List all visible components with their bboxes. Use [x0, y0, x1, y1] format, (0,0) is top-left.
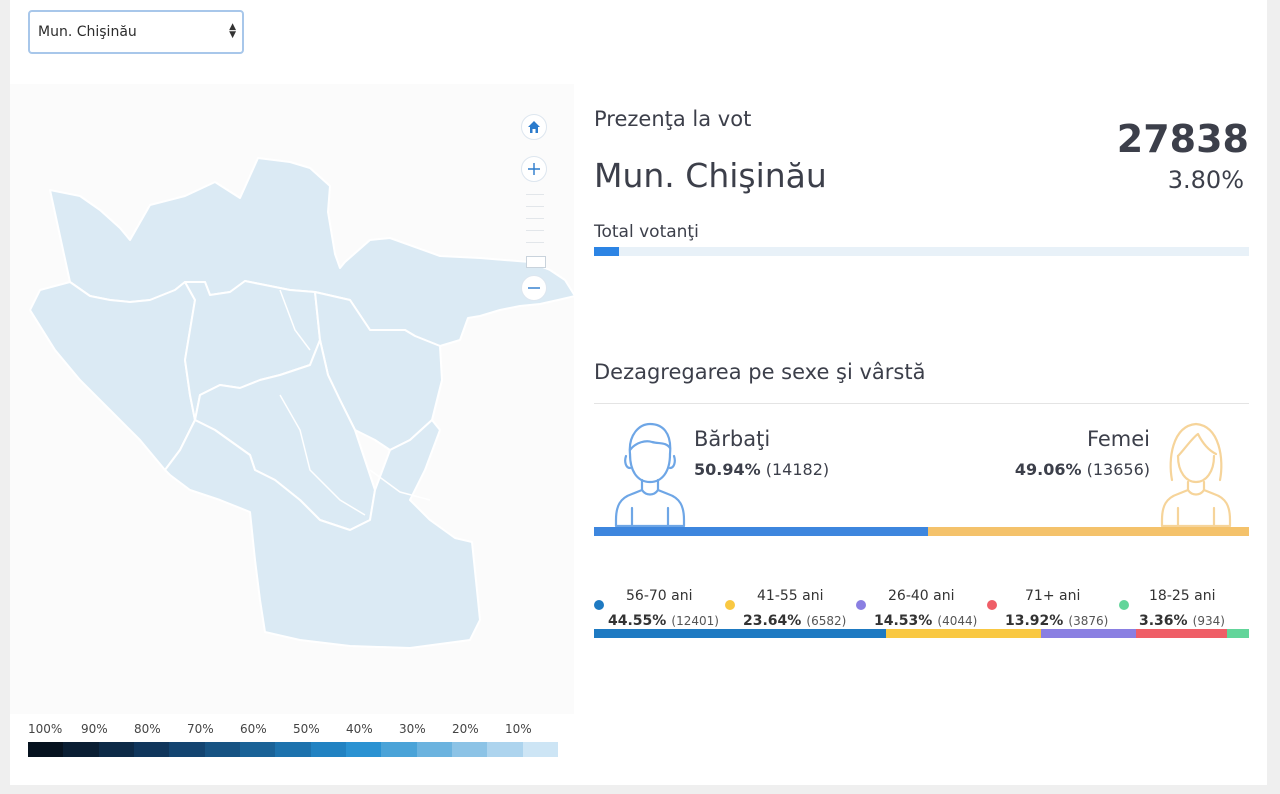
age-group-percent: 3.36% [1139, 613, 1188, 629]
age-group-name: 18-25 ani [1149, 588, 1216, 604]
legend-label: 80% [134, 722, 161, 736]
legend-color-swatch [239, 742, 276, 757]
select-arrows-icon: ▲ ▼ [229, 22, 236, 40]
female-percent: 49.06% [1014, 460, 1082, 479]
age-share-segment [594, 629, 886, 638]
female-stats: 49.06% (13656) [1015, 460, 1150, 479]
legend-color-swatch [28, 742, 64, 757]
male-percent: 50.94% [694, 460, 761, 479]
male-avatar-icon [614, 422, 686, 528]
page-card: Mun. Chişinău ▲ ▼ [10, 0, 1267, 785]
female-share-segment [927, 527, 1249, 536]
legend-color-swatch [133, 742, 170, 757]
zoom-slider-handle[interactable] [526, 256, 546, 268]
legend-color-swatch [345, 742, 382, 757]
legend-label: 40% [346, 722, 373, 736]
age-group-count: (12401) [671, 614, 719, 628]
age-dot-icon [594, 600, 604, 610]
legend-color-swatch [381, 742, 417, 757]
legend-color-swatch [416, 742, 452, 757]
region-select-value: Mun. Chişinău [38, 24, 137, 40]
map-panel[interactable] [10, 84, 574, 714]
age-dot-icon [856, 600, 866, 610]
legend-color-swatch [275, 742, 311, 757]
age-group-percent: 13.92% [1005, 613, 1064, 629]
age-group-percent: 44.55% [608, 613, 667, 629]
legend-color-swatch [204, 742, 240, 757]
zoom-slider-track[interactable] [526, 194, 544, 254]
legend-color-swatch [63, 742, 99, 757]
female-label: Femei [1086, 427, 1150, 451]
legend-color-swatch [310, 742, 346, 757]
breakdown-heading: Dezagregarea pe sexe şi vârstă [594, 360, 926, 384]
age-share-segment [885, 629, 1041, 638]
chisinau-map[interactable] [10, 84, 574, 714]
male-count: (14182) [765, 460, 830, 479]
map-region-south[interactable] [164, 419, 481, 649]
legend-label: 90% [81, 722, 108, 736]
legend-color-swatch [522, 742, 558, 757]
legend-label: 60% [240, 722, 267, 736]
map-zoom-out-button[interactable] [521, 275, 547, 301]
legend-color-swatch [169, 742, 205, 757]
age-dot-icon [1119, 600, 1129, 610]
age-group-name: 71+ ani [1025, 588, 1081, 604]
age-group-name: 41-55 ani [757, 588, 824, 604]
turnout-percent: 3.80% [1167, 166, 1244, 194]
legend-label: 20% [452, 722, 479, 736]
legend-label: 100% [28, 722, 63, 736]
age-dot-icon [987, 600, 997, 610]
legend-label: 10% [505, 722, 532, 736]
age-group-name: 26-40 ani [888, 588, 955, 604]
legend-color-swatch [451, 742, 488, 757]
legend-color-scale [28, 742, 558, 757]
male-share-segment [594, 527, 928, 536]
age-group-count: (3876) [1068, 614, 1109, 628]
age-dot-icon [725, 600, 735, 610]
age-group-count: (934) [1192, 614, 1225, 628]
legend-label: 50% [293, 722, 320, 736]
age-group-count: (6582) [806, 614, 847, 628]
age-groups-legend: 56-70 ani 44.55% (12401) 41-55 ani 23.64… [594, 588, 1249, 629]
divider [594, 403, 1249, 404]
age-share-segment [1135, 629, 1227, 638]
legend-color-swatch [487, 742, 523, 757]
legend-label: 30% [399, 722, 426, 736]
age-group-percent: 23.64% [743, 613, 802, 629]
sex-distribution-bar [594, 527, 1249, 536]
male-label: Bărbaţi [694, 427, 771, 451]
map-home-button[interactable] [521, 114, 547, 140]
minus-icon [528, 287, 540, 289]
female-avatar-icon [1160, 422, 1232, 528]
map-zoom-in-button[interactable] [521, 156, 547, 182]
presence-heading: Prezenţa la vot [594, 107, 752, 131]
age-share-segment [1226, 629, 1249, 638]
map-region-west[interactable] [29, 281, 196, 471]
city-title: Mun. Chişinău [594, 156, 827, 195]
age-share-segment [1040, 629, 1136, 638]
region-select[interactable]: Mun. Chişinău ▲ ▼ [28, 10, 244, 54]
total-voters-count: 27838 [1116, 117, 1249, 161]
legend-labels: 100% 90% 80% 70% 60% 50% 40% 30% 20% 10% [28, 722, 568, 736]
legend-color-swatch [98, 742, 134, 757]
age-group-percent: 14.53% [874, 613, 933, 629]
home-icon [528, 121, 540, 133]
plus-icon [528, 163, 540, 175]
legend-label: 70% [187, 722, 214, 736]
total-voters-label: Total votanţi [594, 222, 699, 242]
male-stats: 50.94% (14182) [694, 460, 829, 479]
turnout-progress-fill [594, 247, 619, 256]
turnout-progress-bar [594, 247, 1249, 256]
age-group-name: 56-70 ani [626, 588, 693, 604]
toolbar: Mun. Chişinău ▲ ▼ [10, 0, 1267, 70]
age-group-count: (4044) [937, 614, 978, 628]
age-distribution-bar [594, 629, 1249, 638]
female-count: (13656) [1086, 460, 1150, 479]
